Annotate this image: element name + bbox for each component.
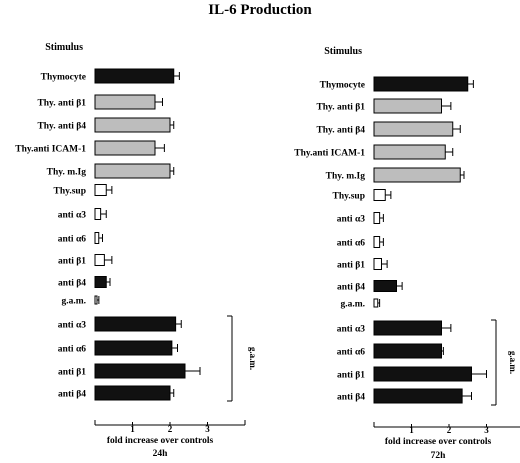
category-label: g.a.m. [61, 297, 86, 307]
bracket-label: g.a.m. [508, 351, 518, 374]
bar [373, 320, 442, 336]
category-label: anti β1 [58, 368, 86, 378]
category-label: Thy. anti β4 [37, 122, 86, 132]
bar [373, 76, 469, 92]
bar [94, 117, 171, 133]
category-label: anti β1 [58, 257, 86, 267]
bar [94, 232, 100, 244]
x-axis-label: fold increase over controls [385, 437, 492, 447]
stimulus-header: Stimulus [324, 46, 362, 57]
bar [373, 258, 382, 270]
category-label: anti α6 [337, 239, 366, 249]
bar [373, 298, 379, 308]
category-label: Thymocyte [320, 81, 365, 91]
bracket-label: g.a.m. [248, 347, 258, 370]
bar [94, 140, 156, 156]
bar [373, 236, 381, 248]
bar [373, 280, 397, 292]
category-label: Thy.anti ICAM-1 [294, 149, 365, 159]
x-axis-label: fold increase over controls [107, 436, 214, 446]
tick-label: 1 [130, 424, 135, 434]
time-label: 72h [431, 451, 447, 461]
bar [94, 340, 173, 356]
bar [373, 366, 472, 382]
category-label: anti β1 [337, 261, 365, 271]
category-label: Thy.sup [54, 187, 87, 197]
bar [94, 184, 107, 196]
category-label: anti β4 [337, 283, 365, 293]
category-label: anti α3 [58, 211, 87, 221]
bar [373, 189, 386, 201]
category-label: Thy. anti β4 [316, 126, 365, 136]
category-label: g.a.m. [340, 300, 365, 310]
category-label: anti α6 [58, 235, 87, 245]
tick-label: 3 [484, 425, 489, 435]
bar [94, 295, 98, 305]
category-label: anti α3 [58, 321, 87, 331]
bar [94, 385, 171, 401]
bar [373, 121, 454, 137]
panel-24h: Stimulus Thymocyte Thy. anti β1 Thy. anti β… [15, 42, 258, 459]
bar [94, 208, 102, 220]
category-label: Thy. m.Ig [47, 168, 87, 178]
category-label: Thy.anti ICAM-1 [15, 145, 86, 155]
bar [373, 343, 442, 359]
tick-label: 3 [205, 424, 210, 434]
chart-title: IL-6 Production [208, 2, 312, 18]
category-label: anti β4 [58, 279, 86, 289]
bar [94, 163, 171, 179]
panel-72h: Stimulus Thymocyte Thy. anti β1 Thy. anti β… [294, 46, 520, 461]
bar [94, 316, 177, 332]
category-label: anti β4 [337, 393, 365, 403]
category-label: anti β1 [337, 371, 365, 381]
category-label: anti α3 [337, 215, 366, 225]
bar [94, 68, 175, 84]
bar [373, 98, 442, 114]
bar [373, 144, 446, 160]
category-label: anti β4 [58, 390, 86, 400]
category-label: Thy. m.Ig [326, 172, 366, 182]
tick-label: 1 [409, 425, 414, 435]
bar [373, 167, 461, 183]
category-label: anti α3 [337, 325, 366, 335]
bar [94, 94, 156, 110]
category-label: anti α6 [337, 348, 366, 358]
category-label: Thymocyte [41, 73, 86, 83]
category-label: Thy. anti β1 [37, 99, 86, 109]
bar [94, 254, 105, 266]
category-label: Thy.sup [333, 192, 366, 202]
bar [94, 276, 107, 288]
bar [373, 212, 381, 224]
bar [94, 363, 186, 379]
category-label: Thy. anti β1 [316, 103, 365, 113]
time-label: 24h [153, 449, 169, 459]
stimulus-header: Stimulus [45, 42, 83, 53]
category-label: anti α6 [58, 345, 87, 355]
bar [373, 388, 463, 404]
tick-label: 2 [168, 424, 173, 434]
tick-label: 2 [447, 425, 452, 435]
